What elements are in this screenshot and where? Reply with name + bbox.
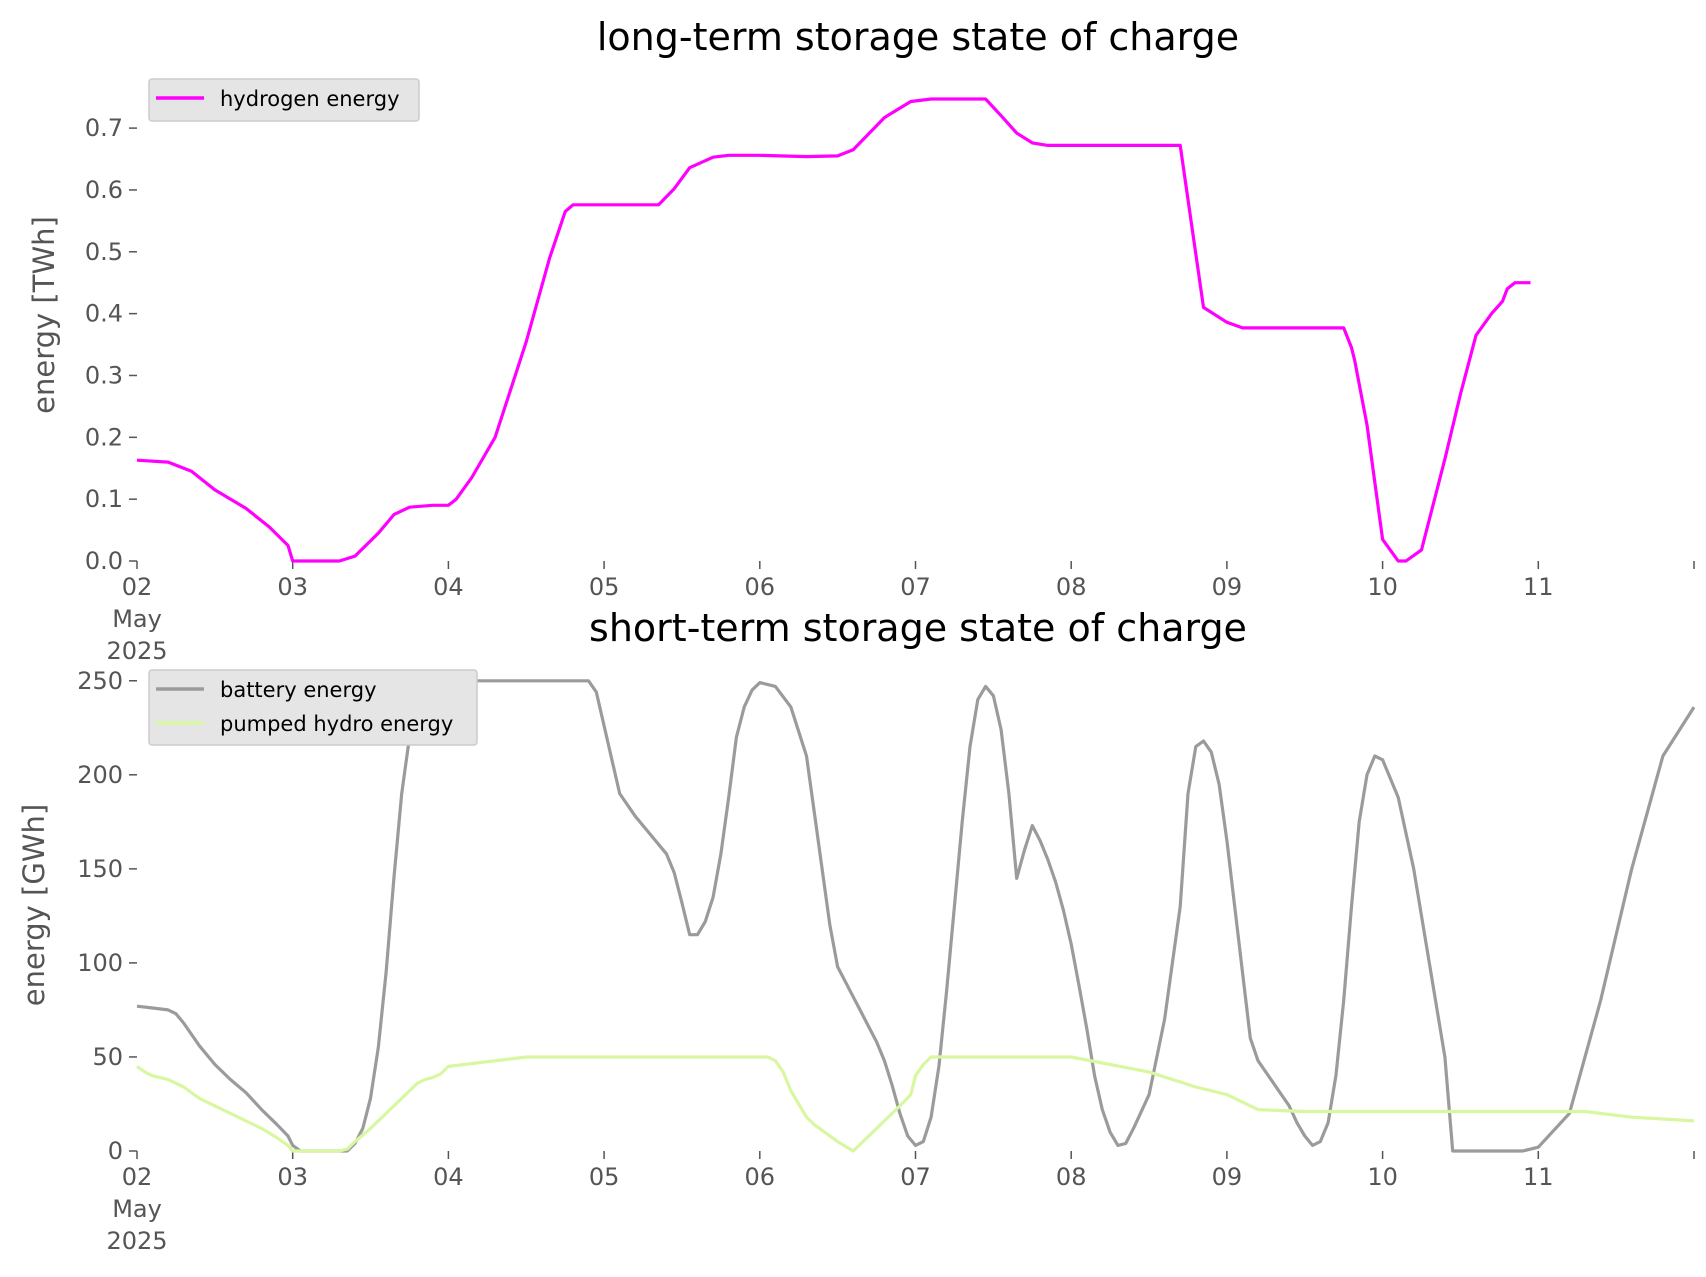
axis-ticks-long-term: 0.0 0.1 0.2 0.3 0.4 0.5 0.6 0.7 02 03 04 05 06 07 08 09… bbox=[85, 114, 1695, 665]
x-tick-label: 08 bbox=[1056, 573, 1087, 601]
legend-label-battery: battery energy bbox=[220, 678, 377, 702]
x-tick-label: 05 bbox=[589, 573, 620, 601]
y-tick-label: 150 bbox=[77, 855, 123, 883]
y-tick-label: 250 bbox=[77, 667, 123, 695]
legend-label-hydrogen: hydrogen energy bbox=[220, 87, 400, 111]
x-tick-label: 02 bbox=[122, 1163, 153, 1191]
y-tick-label: 50 bbox=[92, 1043, 123, 1071]
x-tick-label: 07 bbox=[900, 1163, 931, 1191]
x-tick-label: 05 bbox=[589, 1163, 620, 1191]
chart-title-long-term: long-term storage state of charge bbox=[597, 15, 1239, 59]
legend-box bbox=[148, 78, 420, 122]
x-tick-label: 10 bbox=[1367, 573, 1398, 601]
y-tick-label: 0 bbox=[108, 1137, 123, 1165]
x-tick-sublabel: May bbox=[112, 605, 162, 633]
legend-long-term: hydrogen energy bbox=[148, 78, 420, 122]
chart-title-short-term: short-term storage state of charge bbox=[589, 606, 1247, 650]
x-tick-sublabel: 2025 bbox=[106, 637, 167, 665]
legend-short-term: battery energy pumped hydro energy bbox=[148, 669, 478, 746]
y-tick-label: 0.3 bbox=[85, 361, 123, 389]
x-tick-label: 04 bbox=[433, 1163, 464, 1191]
series-lines-short-term bbox=[136, 679, 1696, 1153]
legend-box bbox=[148, 669, 478, 746]
y-tick-label: 0.6 bbox=[85, 176, 123, 204]
x-tick-label: 09 bbox=[1212, 1163, 1243, 1191]
series-line-hydrogen bbox=[136, 97, 1531, 563]
y-tick-label: 0.5 bbox=[85, 238, 123, 266]
x-tick-label: 08 bbox=[1056, 1163, 1087, 1191]
x-tick-label: 10 bbox=[1367, 1163, 1398, 1191]
x-tick-label: 02 bbox=[122, 573, 153, 601]
x-tick-label: 06 bbox=[745, 1163, 776, 1191]
x-tick-label: 11 bbox=[1523, 573, 1554, 601]
y-axis-label-long-term: energy [TWh] bbox=[27, 216, 61, 414]
legend-label-pumped-hydro: pumped hydro energy bbox=[220, 712, 453, 736]
x-tick-label: 07 bbox=[900, 573, 931, 601]
y-tick-label: 100 bbox=[77, 949, 123, 977]
x-tick-sublabel: 2025 bbox=[106, 1227, 167, 1255]
x-tick-label: 09 bbox=[1212, 573, 1243, 601]
y-axis-label-short-term: energy [GWh] bbox=[17, 804, 51, 1006]
x-tick-sublabel: May bbox=[112, 1195, 162, 1223]
x-tick-label: 11 bbox=[1523, 1163, 1554, 1191]
chart-short-term: short-term storage state of charge energ… bbox=[17, 606, 1696, 1255]
y-tick-label: 0.1 bbox=[85, 485, 123, 513]
y-tick-label: 200 bbox=[77, 761, 123, 789]
y-tick-label: 0.4 bbox=[85, 300, 123, 328]
y-tick-label: 0.0 bbox=[85, 547, 123, 575]
series-line-battery bbox=[136, 679, 1696, 1153]
x-tick-label: 06 bbox=[745, 573, 776, 601]
series-line-pumped-hydro bbox=[136, 1055, 1695, 1153]
chart-long-term: long-term storage state of charge energy… bbox=[27, 15, 1695, 665]
series-lines-long-term bbox=[136, 97, 1531, 563]
x-tick-label: 03 bbox=[277, 573, 308, 601]
axis-ticks-short-term: 0 50 100 150 200 250 02 03 04 05 06 07 08 09 10 11 May 20… bbox=[77, 667, 1695, 1255]
x-tick-label: 04 bbox=[433, 573, 464, 601]
x-tick-label: 03 bbox=[277, 1163, 308, 1191]
y-tick-label: 0.2 bbox=[85, 423, 123, 451]
y-tick-label: 0.7 bbox=[85, 114, 123, 142]
